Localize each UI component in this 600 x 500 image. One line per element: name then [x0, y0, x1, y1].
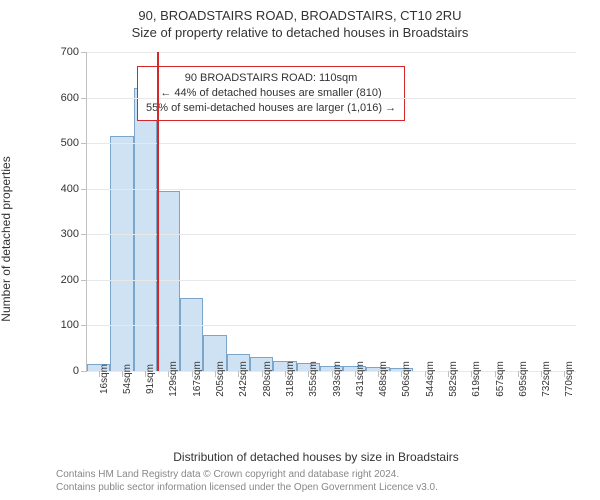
- y-tick: [81, 234, 87, 235]
- gridline: [81, 280, 576, 281]
- y-tick-label: 500: [61, 137, 79, 149]
- x-tick-label: 91sqm: [145, 364, 156, 394]
- histogram-bar: [180, 298, 203, 371]
- gridline: [81, 143, 576, 144]
- y-tick-label: 100: [61, 319, 79, 331]
- footer-line-2: Contains public sector information licen…: [56, 482, 438, 495]
- y-tick-label: 0: [73, 365, 79, 377]
- x-tick-label: 619sqm: [471, 361, 482, 397]
- gridline: [81, 234, 576, 235]
- chart-container: Number of detached properties 90 BROADST…: [56, 52, 576, 412]
- x-tick-label: 431sqm: [355, 361, 366, 397]
- x-tick-label: 280sqm: [262, 361, 273, 397]
- x-tick-label: 732sqm: [541, 361, 552, 397]
- gridline: [81, 98, 576, 99]
- x-tick-label: 582sqm: [448, 361, 459, 397]
- y-tick: [81, 371, 87, 372]
- info-box-line: 55% of semi-detached houses are larger (…: [146, 101, 396, 116]
- x-tick-label: 695sqm: [518, 361, 529, 397]
- histogram-bar: [134, 88, 157, 371]
- x-tick-label: 16sqm: [99, 364, 110, 394]
- position-marker-line: [157, 52, 159, 371]
- x-tick-label: 506sqm: [401, 361, 412, 397]
- plot-area: 90 BROADSTAIRS ROAD: 110sqm← 44% of deta…: [86, 52, 576, 372]
- chart-header: 90, BROADSTAIRS ROAD, BROADSTAIRS, CT10 …: [0, 0, 600, 40]
- x-tick-label: 355sqm: [308, 361, 319, 397]
- y-tick-label: 300: [61, 228, 79, 240]
- x-tick-label: 468sqm: [378, 361, 389, 397]
- y-tick: [81, 280, 87, 281]
- x-tick-label: 167sqm: [192, 361, 203, 397]
- x-tick-label: 393sqm: [332, 361, 343, 397]
- x-tick-label: 129sqm: [168, 361, 179, 397]
- gridline: [81, 189, 576, 190]
- footer-line-1: Contains HM Land Registry data © Crown c…: [56, 469, 438, 482]
- y-axis-label: Number of detached properties: [0, 156, 13, 321]
- info-box: 90 BROADSTAIRS ROAD: 110sqm← 44% of deta…: [137, 66, 405, 121]
- x-tick-label: 657sqm: [495, 361, 506, 397]
- x-axis-label: Distribution of detached houses by size …: [173, 450, 459, 464]
- page-title: 90, BROADSTAIRS ROAD, BROADSTAIRS, CT10 …: [0, 8, 600, 23]
- y-tick: [81, 52, 87, 53]
- y-tick-label: 200: [61, 274, 79, 286]
- x-tick-label: 54sqm: [122, 364, 133, 394]
- gridline: [81, 325, 576, 326]
- y-tick: [81, 98, 87, 99]
- x-tick-label: 544sqm: [425, 361, 436, 397]
- y-tick-label: 600: [61, 92, 79, 104]
- histogram-bar: [110, 136, 133, 371]
- info-box-line: 90 BROADSTAIRS ROAD: 110sqm: [146, 71, 396, 86]
- x-tick-label: 242sqm: [238, 361, 249, 397]
- page-subtitle: Size of property relative to detached ho…: [0, 25, 600, 40]
- gridline: [81, 52, 576, 53]
- y-tick: [81, 325, 87, 326]
- histogram-bar: [157, 191, 180, 371]
- x-tick-label: 205sqm: [215, 361, 226, 397]
- footer-attribution: Contains HM Land Registry data © Crown c…: [56, 469, 438, 494]
- y-tick-label: 400: [61, 183, 79, 195]
- y-tick: [81, 143, 87, 144]
- y-tick: [81, 189, 87, 190]
- y-tick-label: 700: [61, 46, 79, 58]
- x-tick-label: 318sqm: [285, 361, 296, 397]
- x-tick-label: 770sqm: [564, 361, 575, 397]
